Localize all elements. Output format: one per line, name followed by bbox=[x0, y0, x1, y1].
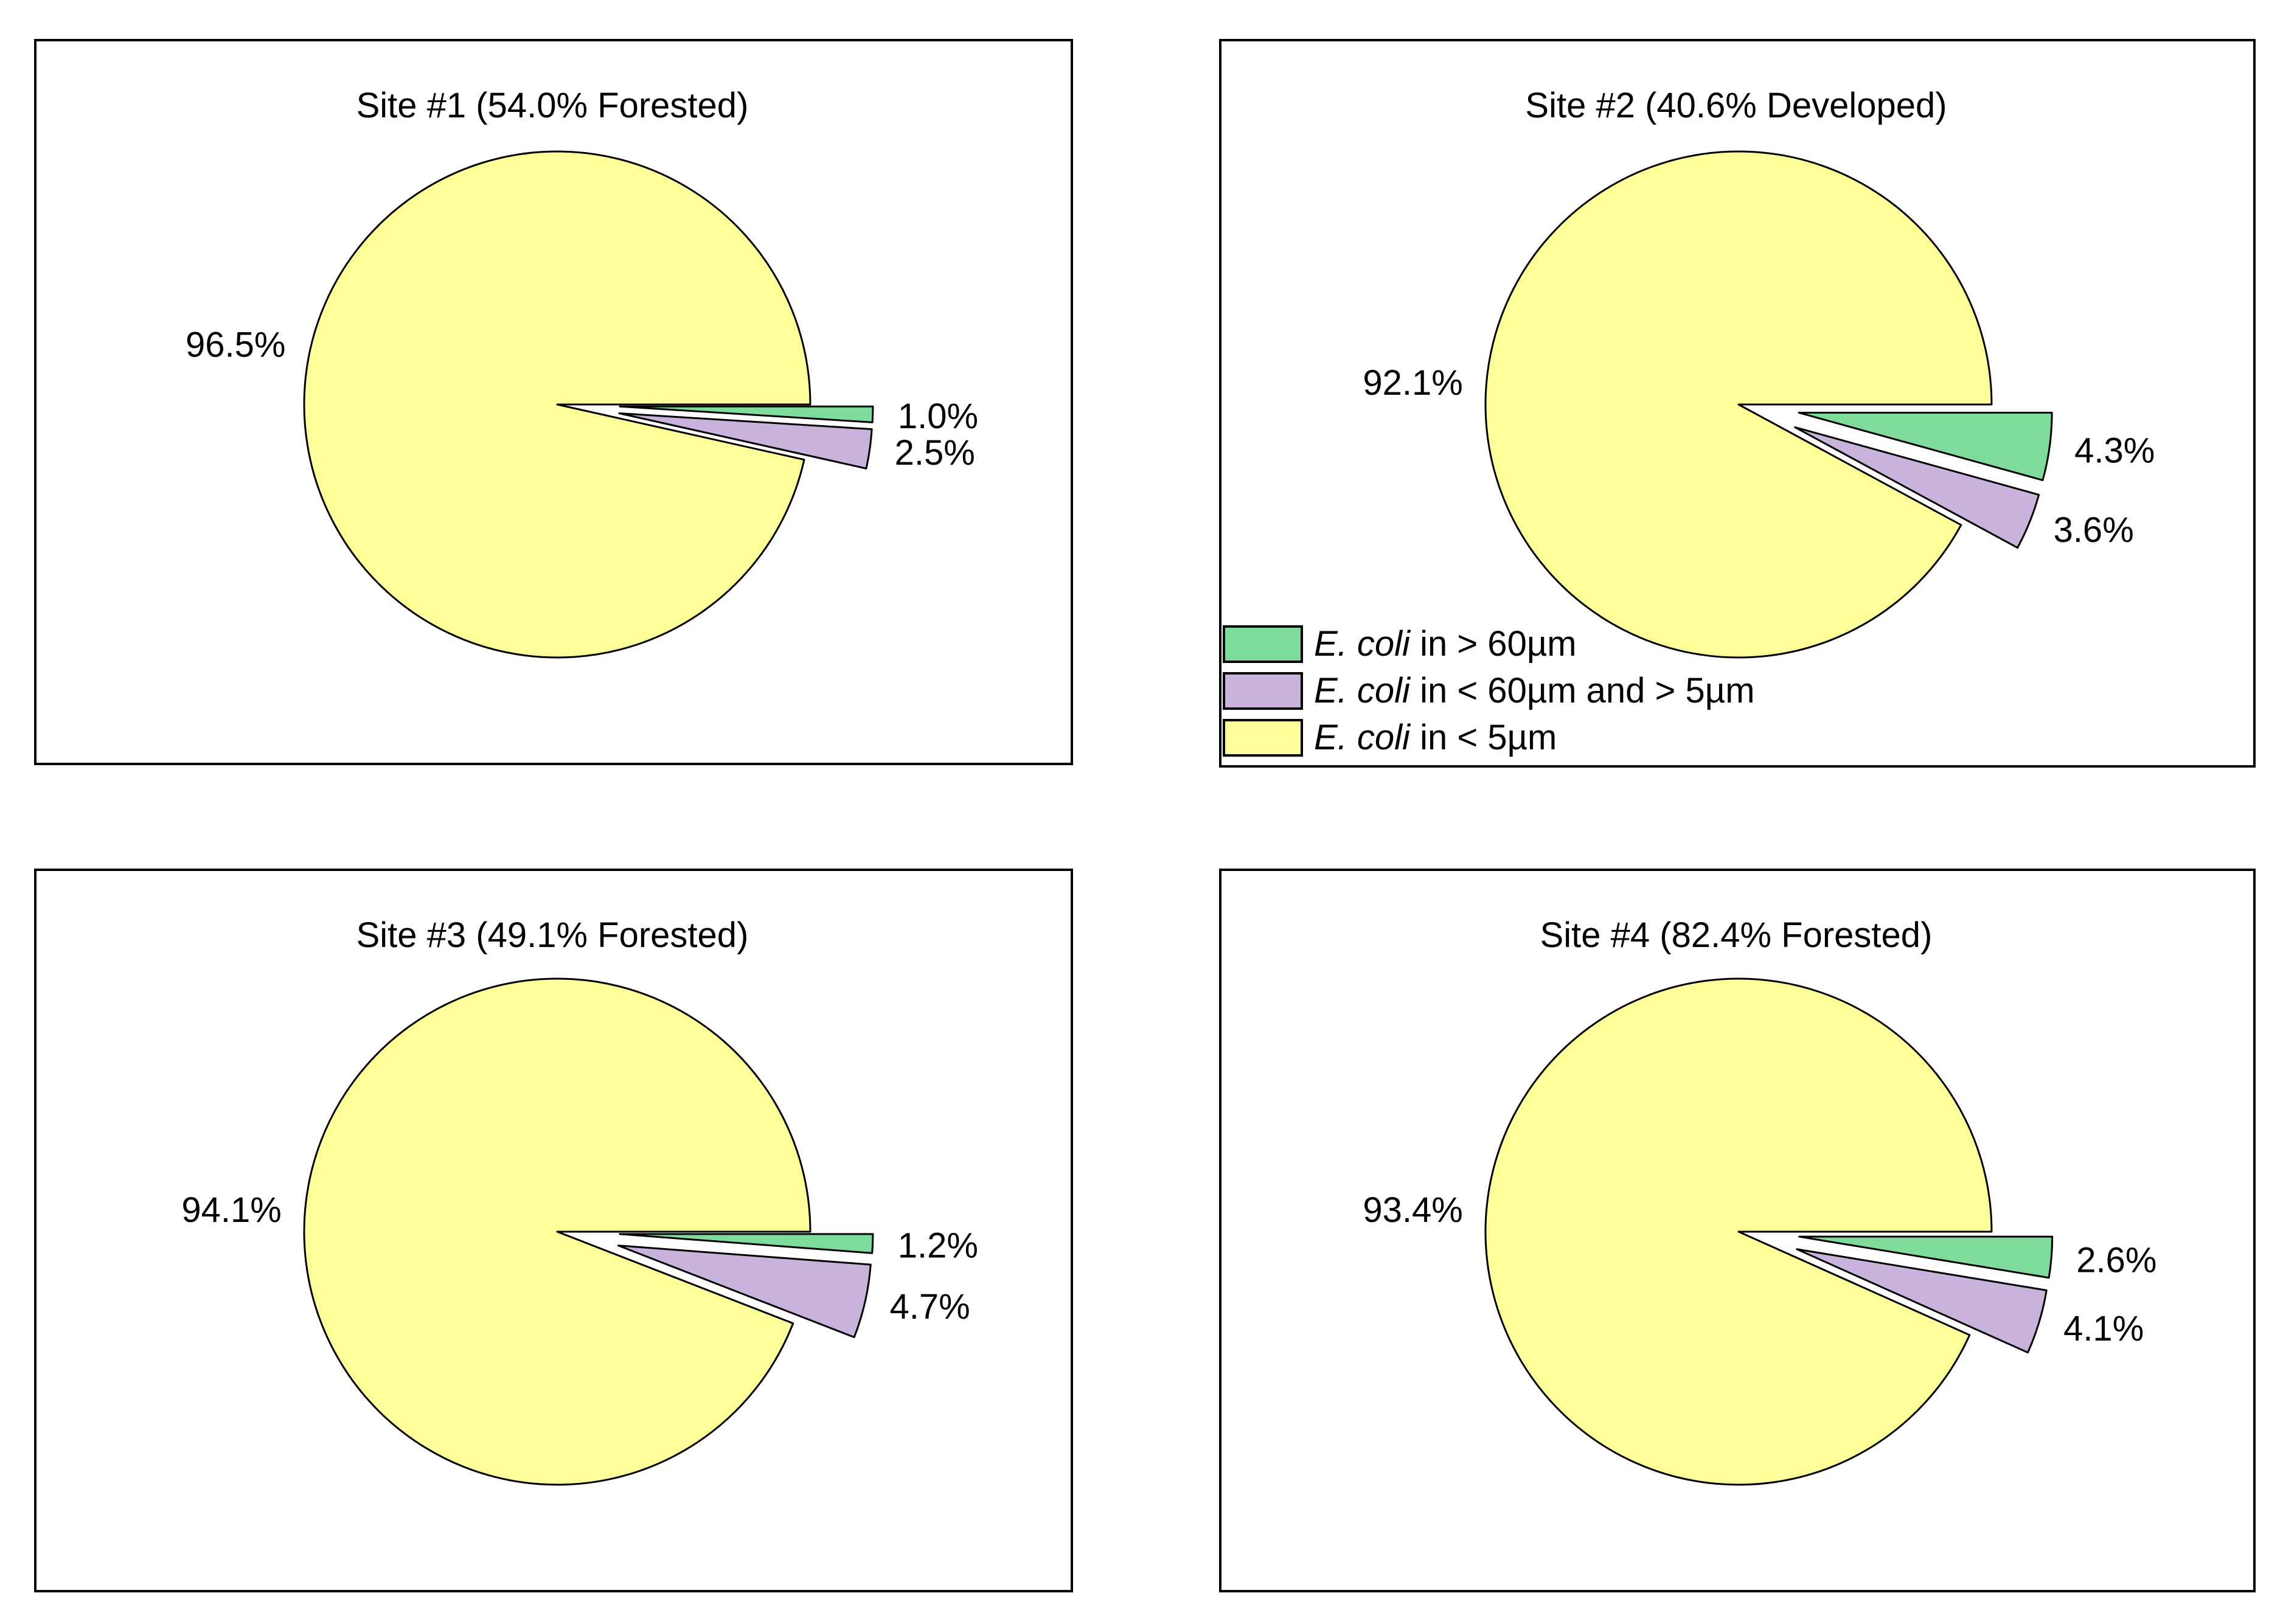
pie-chart-site-4: Site #4 (82.4% Forested) 2.6% 4.1% 93.4% bbox=[1363, 915, 2157, 1486]
data-label-slice-gt-60um: 1.0% bbox=[898, 397, 978, 436]
legend-swatch-lt-5um bbox=[1223, 718, 1303, 757]
data-label-slice-lt-5um: 94.1% bbox=[181, 1190, 281, 1230]
legend-swatch-5-to-60um bbox=[1223, 671, 1303, 710]
data-label-slice-5-to-60um: 3.6% bbox=[2054, 510, 2134, 550]
pie-chart-site-3: Site #3 (49.1% Forested) 1.2% 4.7% 94.1% bbox=[181, 915, 978, 1486]
pie-slice-lt-5um bbox=[1484, 150, 1993, 659]
chart-title: Site #2 (40.6% Developed) bbox=[1525, 86, 1947, 125]
pie-slice-5-to-60um bbox=[1796, 1248, 2048, 1354]
chart-panel-site-2: Site #2 (40.6% Developed) 4.3% 3.6% 92.1% bbox=[1219, 39, 2256, 768]
data-label-slice-5-to-60um: 2.5% bbox=[895, 433, 975, 473]
data-label-slice-gt-60um: 4.3% bbox=[2074, 431, 2155, 470]
chart-title: Site #4 (82.4% Forested) bbox=[1540, 915, 1933, 955]
pie-slice-lt-5um bbox=[303, 150, 811, 659]
pie-slice-lt-5um bbox=[1484, 977, 1993, 1486]
pie-slice-gt-60um bbox=[1798, 411, 2053, 481]
pie-slice-5-to-60um bbox=[1794, 426, 2040, 549]
data-label-slice-gt-60um: 1.2% bbox=[898, 1226, 978, 1266]
legend-item-lt-5um: E. coli in < 5µm bbox=[1223, 714, 1755, 761]
data-label-slice-lt-5um: 92.1% bbox=[1363, 363, 1462, 403]
pie-chart-site-1: Site #1 (54.0% Forested) 1.0%2.5% 96.5% bbox=[186, 86, 978, 659]
legend-item-gt-60um: E. coli in > 60µm bbox=[1223, 620, 1755, 667]
pie-slice-5-to-60um bbox=[618, 412, 873, 470]
data-label-slice-lt-5um: 93.4% bbox=[1363, 1190, 1462, 1230]
legend-swatch-gt-60um bbox=[1223, 625, 1303, 663]
data-label-slice-lt-5um: 96.5% bbox=[186, 325, 285, 364]
legend-label-lt-5um: E. coli in < 5µm bbox=[1314, 718, 1557, 757]
data-label-slice-5-to-60um: 4.7% bbox=[890, 1287, 970, 1327]
pie-slice-gt-60um bbox=[619, 405, 874, 423]
pie-chart-site-2: Site #2 (40.6% Developed) 4.3% 3.6% 92.1% bbox=[1363, 86, 2155, 659]
chart-panel-site-1: Site #1 (54.0% Forested) 1.0% 2.5% 96.5% bbox=[34, 39, 1073, 765]
legend-label-gt-60um: E. coli in > 60µm bbox=[1314, 624, 1577, 664]
pie-slice-5-to-60um bbox=[617, 1244, 872, 1338]
chart-title: Site #1 (54.0% Forested) bbox=[356, 86, 749, 125]
pie-slice-gt-60um bbox=[1798, 1235, 2054, 1279]
chart-title: Site #3 (49.1% Forested) bbox=[356, 915, 749, 955]
chart-panel-site-4: Site #4 (82.4% Forested) 2.6% 4.1% 93.4% bbox=[1219, 869, 2256, 1592]
legend-item-5-to-60um: E. coli in < 60µm and > 5µm bbox=[1223, 667, 1755, 714]
pie-slice-lt-5um bbox=[303, 977, 811, 1486]
chart-panel-site-3: Site #3 (49.1% Forested) 1.2% 4.7% 94.1% bbox=[34, 869, 1073, 1592]
chart-legend: E. coli in > 60µm E. coli in < 60µm and … bbox=[1223, 620, 1755, 761]
data-label-slice-gt-60um: 2.6% bbox=[2076, 1240, 2156, 1280]
pie-slice-gt-60um bbox=[619, 1233, 874, 1254]
data-label-slice-5-to-60um: 4.1% bbox=[2063, 1309, 2144, 1348]
legend-label-5-to-60um: E. coli in < 60µm and > 5µm bbox=[1314, 671, 1755, 710]
